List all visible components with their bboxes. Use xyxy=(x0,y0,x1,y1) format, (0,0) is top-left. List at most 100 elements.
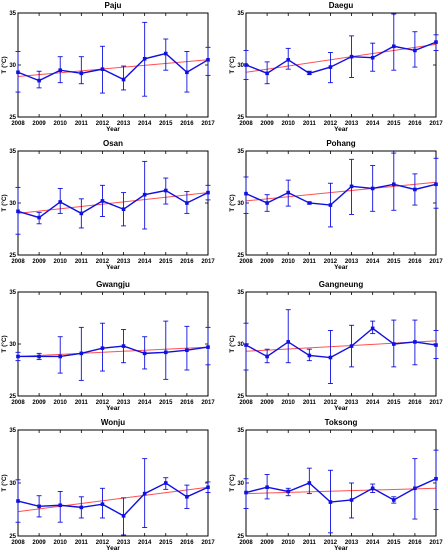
y-tick-label: 35 xyxy=(237,428,244,434)
x-tick-label: 2011 xyxy=(75,400,89,406)
x-tick-label: 2010 xyxy=(282,259,296,265)
y-tick-label: 30 xyxy=(9,342,16,348)
y-tick-label: 35 xyxy=(237,11,244,17)
y-axis-label: T (°C) xyxy=(0,474,8,491)
series-line xyxy=(245,41,437,75)
x-tick-label: 2013 xyxy=(345,400,359,406)
x-tick-label: 2013 xyxy=(117,121,131,127)
data-point xyxy=(265,485,269,490)
x-tick-label: 2011 xyxy=(303,540,317,546)
y-axis-label: T (°C) xyxy=(0,335,8,352)
x-tick-label: 2009 xyxy=(260,259,274,265)
plot-frame xyxy=(17,291,209,397)
plot-frame xyxy=(245,12,437,118)
chart-panel-pohang: Pohang 25 30 35 2008 2009 2010 2011 2012 2013 2014… xyxy=(228,139,443,271)
data-point xyxy=(121,207,126,212)
data-point xyxy=(413,486,417,491)
y-axis-label: T (°C) xyxy=(0,194,8,211)
x-tick-label: 2014 xyxy=(138,121,152,127)
trend-line xyxy=(17,486,209,513)
y-tick-label: 25 xyxy=(237,253,244,259)
x-tick-label: 2009 xyxy=(32,540,46,546)
trend-line xyxy=(17,192,209,214)
chart-title: Daegu xyxy=(329,1,354,10)
series-line xyxy=(17,482,209,517)
data-point xyxy=(163,51,168,56)
series-line xyxy=(245,327,437,359)
data-point xyxy=(142,351,147,356)
x-tick-label: 2017 xyxy=(429,259,443,265)
chart-title: Gangneung xyxy=(319,280,364,289)
x-axis-label: Year xyxy=(334,126,348,133)
data-point xyxy=(185,201,189,205)
data-point xyxy=(16,70,20,75)
y-tick-label: 35 xyxy=(237,149,244,155)
data-point xyxy=(163,481,168,485)
data-point xyxy=(121,77,126,82)
x-tick-label: 2016 xyxy=(408,121,422,127)
x-tick-label: 2017 xyxy=(201,259,215,265)
x-tick-label: 2012 xyxy=(324,540,338,546)
y-tick-label: 35 xyxy=(9,428,16,434)
plot-frame xyxy=(245,150,437,256)
plot-frame xyxy=(17,429,209,537)
data-point xyxy=(286,58,291,62)
data-point xyxy=(16,209,20,214)
data-point xyxy=(37,504,41,509)
y-tick-label: 30 xyxy=(237,342,244,348)
x-tick-label: 2009 xyxy=(260,540,274,546)
x-tick-label: 2014 xyxy=(366,259,380,265)
data-point xyxy=(58,68,63,72)
data-point xyxy=(307,71,312,76)
data-point xyxy=(349,498,354,502)
x-tick-label: 2011 xyxy=(75,540,89,546)
x-tick-label: 2013 xyxy=(345,540,359,546)
data-point xyxy=(370,326,375,331)
chart-title: Osan xyxy=(103,139,123,148)
y-tick-label: 35 xyxy=(9,11,16,17)
data-point xyxy=(206,190,210,195)
data-point xyxy=(100,502,105,506)
data-point xyxy=(185,70,189,75)
chart-panel-gwangju: Gwangju 25 30 35 2008 2009 2010 2011 2012 2013 201… xyxy=(0,280,215,412)
x-tick-label: 2014 xyxy=(366,400,380,406)
y-axis-label: T (°C) xyxy=(228,335,236,352)
x-tick-label: 2013 xyxy=(117,400,131,406)
data-point xyxy=(185,494,189,499)
data-point xyxy=(206,345,210,349)
x-tick-label: 2014 xyxy=(138,540,152,546)
data-point xyxy=(206,58,210,62)
x-tick-label: 2010 xyxy=(54,400,68,406)
data-point xyxy=(349,344,354,348)
chart-title: Toksong xyxy=(325,418,358,427)
x-axis-label: Year xyxy=(106,264,120,271)
x-tick-label: 2016 xyxy=(408,540,422,546)
x-axis-label: Year xyxy=(106,405,120,412)
x-tick-label: 2016 xyxy=(408,259,422,265)
data-point xyxy=(163,350,168,355)
x-tick-label: 2015 xyxy=(387,259,401,265)
data-point xyxy=(100,199,105,203)
data-point xyxy=(434,476,438,481)
data-point xyxy=(328,500,333,504)
series-line xyxy=(18,345,209,358)
series-line xyxy=(17,52,209,82)
data-point xyxy=(244,63,248,67)
x-tick-label: 2008 xyxy=(11,121,25,127)
trend-line xyxy=(17,346,209,357)
y-axis-label: T (°C) xyxy=(0,56,8,73)
chart-panel-toksong: Toksong 25 30 35 2008 2009 2010 2011 2012 2013 201… xyxy=(228,418,443,550)
x-tick-label: 2016 xyxy=(180,540,194,546)
y-tick-label: 30 xyxy=(9,201,16,207)
data-point xyxy=(37,215,41,220)
chart-panel-osan: Osan 25 30 35 2008 2009 2010 2011 2012 2013 2014 20… xyxy=(0,139,215,271)
data-point xyxy=(206,485,210,490)
data-point xyxy=(391,498,396,502)
series-line xyxy=(17,189,209,219)
y-tick-label: 30 xyxy=(237,63,244,69)
chart-panel-paju: Paju 25 30 35 2008 2009 2010 2011 2012 2013 2014 20… xyxy=(0,1,215,133)
y-axis-label: T (°C) xyxy=(228,194,236,211)
y-tick-label: 25 xyxy=(9,394,16,400)
x-tick-label: 2008 xyxy=(11,400,25,406)
data-point xyxy=(121,344,126,348)
